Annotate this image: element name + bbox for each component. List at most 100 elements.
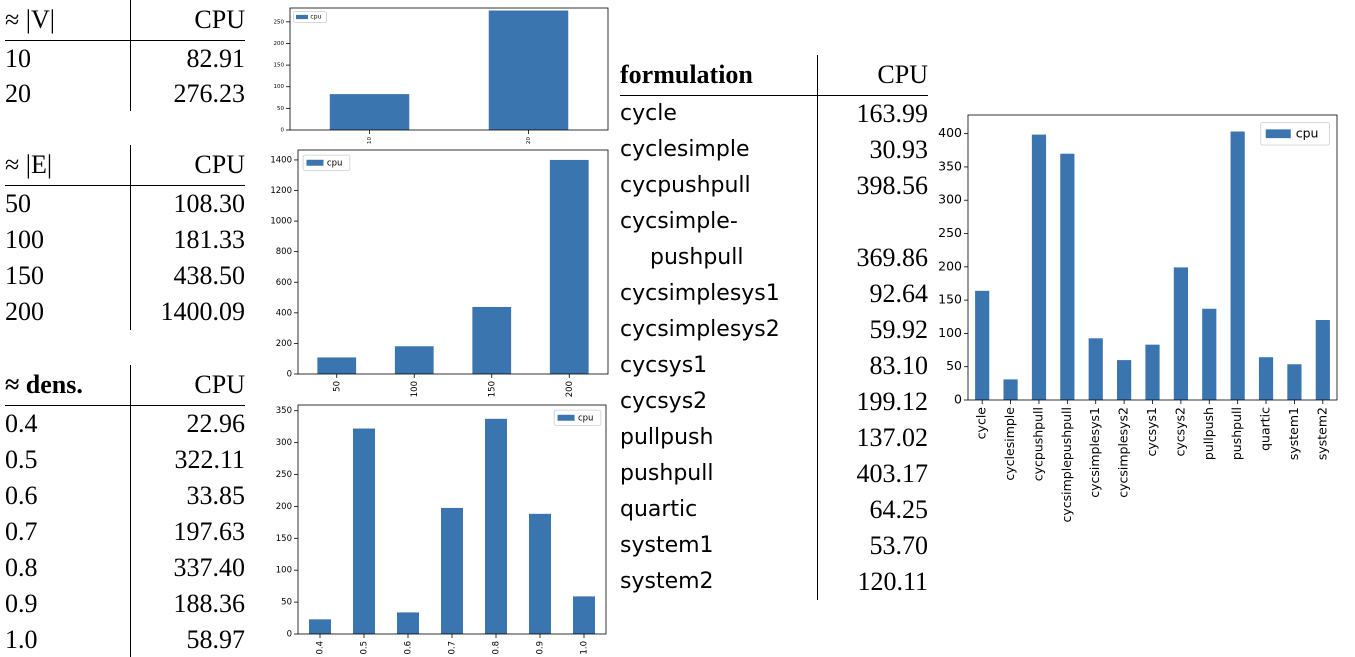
bar (397, 612, 419, 634)
cell-value: 64.25 (817, 492, 928, 528)
x-tick-label: system1 (1286, 407, 1301, 460)
cell-value: 197.63 (130, 514, 245, 550)
bar (573, 596, 595, 634)
cell-label: 0.9 (5, 589, 38, 618)
bar (1173, 267, 1188, 400)
cell-label: 200 (5, 297, 44, 326)
table-row: 10 82.91 (5, 41, 245, 76)
cell-value: 163.99 (817, 96, 928, 132)
table-row: 0.4 22.96 (5, 406, 245, 442)
cell-label: cycsys2 (620, 389, 708, 414)
table: formulation CPU cycle 163.99 cyclesimple 30.9… (620, 55, 928, 600)
legend-swatch (557, 414, 575, 421)
table-row: 100 181.33 (5, 222, 245, 258)
y-tick-label: 100 (938, 325, 962, 340)
x-tick-label: 200 (565, 381, 575, 397)
table-row: pullpush 137.02 (620, 420, 928, 456)
bar (1258, 357, 1274, 400)
table-row: system1 53.70 (620, 528, 928, 564)
y-tick-label: 50 (277, 106, 284, 112)
table: ≈ dens. CPU 0.4 22.96 0.5 322.11 0.6 33.85 0.7 19… (5, 365, 245, 657)
legend-box (553, 409, 602, 426)
legend-box (293, 11, 328, 23)
x-tick-label: cycsimplepushpull (1059, 407, 1074, 523)
cell-value: 59.92 (817, 312, 928, 348)
cell-label: cycle (620, 101, 677, 126)
plot-frame (297, 149, 609, 375)
bar (488, 10, 569, 131)
y-tick-label: 800 (276, 247, 292, 257)
table-row: cycsimplesys1 92.64 (620, 276, 928, 312)
legend-box (1260, 122, 1330, 146)
table-row: quartic 64.25 (620, 492, 928, 528)
bar (472, 306, 512, 374)
x-tick-label: 0.8 (492, 641, 502, 655)
y-tick-label: 200 (274, 41, 285, 47)
table-header: formulation CPU (620, 55, 928, 96)
legend-label: cpu (578, 413, 593, 423)
bar (353, 428, 375, 634)
legend-swatch (1265, 129, 1291, 139)
legend-box (302, 154, 351, 171)
table: ≈ |E| CPU 50 108.30 100 181.33 150 438.50 200 140… (5, 145, 245, 330)
y-tick-label: 300 (938, 192, 962, 207)
y-tick-label: 250 (938, 225, 962, 240)
x-tick-label: cycsimplesys2 (1116, 407, 1131, 498)
cell-value: 30.93 (817, 132, 928, 168)
cell-value: 398.56 (817, 168, 928, 204)
y-tick-label: 50 (946, 358, 962, 373)
bar (1287, 364, 1302, 400)
legend-swatch (306, 159, 324, 166)
y-tick-label: 0 (954, 392, 962, 407)
y-tick-label: 150 (274, 63, 285, 69)
x-tick-label: cycsys2 (1172, 407, 1187, 457)
cell-value: 337.40 (130, 550, 245, 586)
table-row: 1.0 58.97 (5, 622, 245, 657)
x-tick-label: cyclesimple (1002, 407, 1017, 481)
cell-value: CPU (130, 365, 245, 405)
table-row: 20 276.23 (5, 76, 245, 111)
x-tick-label: 50 (332, 381, 342, 392)
plot-frame (967, 114, 1338, 401)
table-row: 0.7 197.63 (5, 514, 245, 550)
y-tick-label: 250 (276, 470, 292, 480)
bar (1145, 344, 1160, 400)
cell-value: CPU (817, 55, 928, 95)
x-tick-label: 0.7 (448, 641, 458, 655)
cell-value: 188.36 (130, 586, 245, 622)
bar (975, 290, 990, 400)
cell-label: 100 (5, 225, 44, 254)
y-tick-label: 600 (276, 278, 292, 288)
table-row: cycsys1 83.10 (620, 348, 928, 384)
x-tick-label: 0.5 (360, 641, 370, 655)
y-tick-label: 50 (281, 598, 292, 608)
x-tick-label: pushpull (1229, 407, 1244, 460)
cell-label: quartic (620, 497, 698, 522)
y-tick-label: 1400 (270, 155, 292, 165)
table-row: cycle 163.99 (620, 96, 928, 132)
cell-label: pushpull (620, 461, 714, 486)
plot-frame (297, 404, 607, 635)
bar (394, 346, 434, 374)
cell-value: 322.11 (130, 442, 245, 478)
cell-label: pullpush (620, 425, 714, 450)
y-tick-label: 250 (274, 19, 285, 25)
table-row: cycsys2 199.12 (620, 384, 928, 420)
cell-label: cycpushpull (620, 173, 751, 198)
x-tick-label: quartic (1258, 407, 1273, 451)
cell-value: 58.97 (130, 622, 245, 657)
bar (549, 159, 589, 374)
cell-value: 53.70 (817, 528, 928, 564)
y-tick-label: 200 (276, 339, 292, 349)
x-tick-label: pullpush (1201, 407, 1216, 460)
table-row: 150 438.50 (5, 258, 245, 294)
table-row: 0.8 337.40 (5, 550, 245, 586)
cell-label: cyclesimple (620, 137, 750, 162)
cell-label: 50 (5, 189, 31, 218)
cell-label: 0.4 (5, 409, 38, 438)
cell-label: 0.8 (5, 553, 38, 582)
x-tick-label: 100 (410, 381, 420, 397)
bar (1202, 308, 1217, 400)
y-tick-label: 400 (938, 125, 962, 140)
